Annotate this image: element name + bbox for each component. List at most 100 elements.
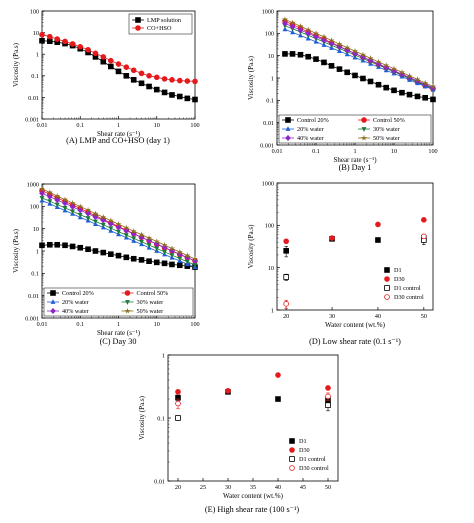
data-point [282, 20, 288, 27]
y-axis-label: Viscosity (Pa.s) [12, 228, 20, 273]
y-axis-label: Viscosity (Pa.s) [247, 224, 255, 269]
data-point [177, 256, 183, 262]
data-point [297, 27, 304, 34]
data-point [375, 237, 381, 243]
data-point [62, 206, 68, 211]
data-point [123, 233, 129, 238]
data-point [325, 402, 331, 408]
data-point [352, 72, 358, 79]
data-series [39, 195, 198, 268]
legend-marker [360, 134, 368, 141]
data-point [375, 81, 382, 88]
data-point [367, 55, 374, 61]
panel-caption: (C) Day 30 [100, 337, 137, 346]
data-point [336, 43, 343, 50]
data-point [169, 253, 175, 259]
data-point [115, 252, 122, 259]
x-tick-label: 0.1 [76, 122, 84, 129]
data-point [305, 53, 311, 60]
data-point [47, 38, 53, 44]
y-tick-label: 1000 [262, 8, 274, 15]
data-point [146, 234, 153, 241]
data-series [39, 31, 198, 85]
x-tick-label: 50 [421, 313, 427, 320]
data-point [289, 23, 296, 30]
data-point [39, 37, 45, 44]
y-tick-label: 0.1 [157, 415, 165, 422]
y-tick-label: 100 [265, 31, 274, 38]
data-point [192, 262, 198, 268]
legend-marker [285, 126, 291, 131]
legend-entry: Control 50% [373, 117, 405, 124]
data-point [414, 93, 421, 100]
panel-caption: (D) Low shear rate (0.1 s⁻¹) [309, 337, 401, 346]
legend-marker [135, 25, 141, 31]
data-point [225, 388, 231, 394]
legend-marker [384, 294, 390, 300]
data-point [130, 230, 137, 237]
data-point [77, 44, 84, 50]
data-point [321, 59, 327, 66]
data-point [153, 238, 160, 245]
data-point [161, 89, 168, 96]
data-point [184, 95, 191, 102]
data-point [107, 217, 114, 224]
legend-entry: D30 control [299, 465, 329, 472]
x-tick-label: 0.1 [76, 321, 84, 328]
data-point [176, 251, 183, 258]
x-axis-label: Shear rate (s⁻¹) [97, 329, 141, 337]
data-point [344, 47, 350, 54]
data-point [115, 61, 122, 67]
y-tick-label: 10 [33, 226, 39, 233]
legend-marker [50, 308, 56, 314]
x-tick-label: 100 [190, 321, 199, 328]
y-tick-label: 10 [268, 265, 274, 272]
x-tick-label: 1 [117, 122, 120, 129]
data-point [153, 259, 160, 266]
data-point [77, 212, 83, 218]
y-tick-label: 0.001 [25, 315, 39, 322]
y-tick-label: 100 [30, 204, 39, 211]
data-point [62, 38, 68, 45]
data-point [192, 96, 198, 103]
y-axis-label: Viscosity (Pa.s) [138, 395, 146, 440]
data-point [325, 393, 331, 400]
data-point [54, 197, 61, 204]
data-point [289, 51, 296, 57]
data-point [390, 65, 398, 72]
data-point [123, 64, 130, 71]
data-point [100, 249, 107, 256]
y-tick-label: 0.1 [31, 73, 39, 80]
legend-entry: D1 control [394, 285, 421, 292]
legend-marker [50, 299, 56, 304]
data-point [169, 247, 175, 254]
panel-caption: (B) Day 1 [339, 163, 372, 172]
x-tick-label: 1 [117, 321, 120, 328]
legend-box [278, 114, 432, 144]
data-point [192, 257, 198, 264]
data-series [283, 233, 427, 309]
data-point [184, 252, 191, 259]
data-point [399, 89, 405, 96]
x-axis-label: Water content (wt.%) [325, 321, 386, 329]
data-point [398, 69, 405, 75]
data-point [92, 50, 99, 57]
legend-marker [289, 465, 295, 471]
x-axis-label: Water content (wt.%) [223, 492, 284, 500]
data-series [175, 372, 331, 395]
x-tick-label: 10 [391, 148, 397, 155]
data-point [391, 87, 397, 94]
x-axis-label: Shear rate (s⁻¹) [97, 130, 141, 138]
data-point [47, 241, 53, 248]
data-point [367, 57, 374, 64]
data-point [367, 78, 374, 85]
legend-marker [361, 127, 367, 132]
plot-frame [276, 182, 434, 311]
data-point [108, 63, 114, 70]
y-tick-label: 1 [162, 352, 165, 359]
legend-entry: 50% water [373, 135, 400, 142]
data-point [46, 189, 53, 195]
legend-entry: 50% water [137, 308, 164, 315]
